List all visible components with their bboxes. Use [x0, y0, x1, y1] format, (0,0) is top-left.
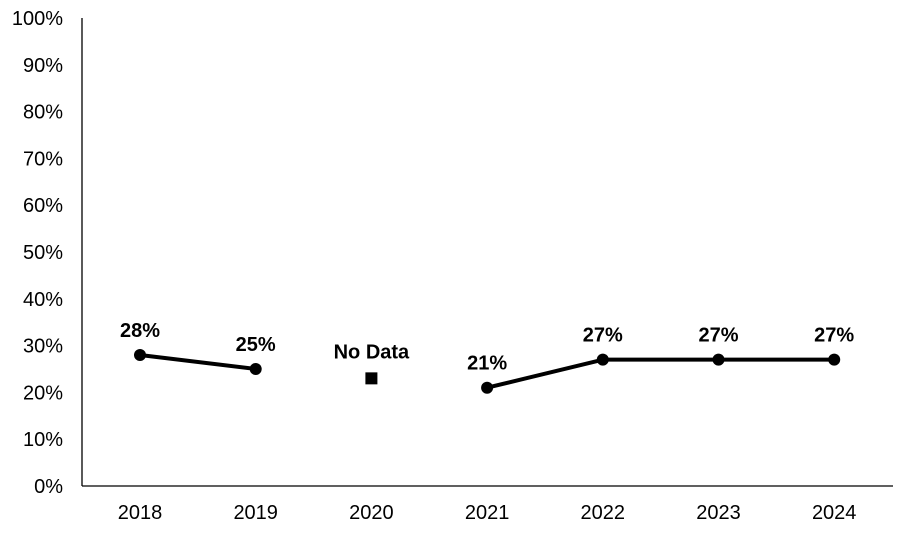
x-tick-label: 2024	[812, 502, 857, 524]
x-tick-label: 2023	[696, 502, 741, 524]
series-line	[485, 357, 837, 390]
y-tick-label: 100%	[12, 8, 63, 30]
y-tick-label: 10%	[23, 429, 63, 451]
y-tick-label: 70%	[23, 148, 63, 170]
x-tick-label: 2018	[118, 502, 163, 524]
data-label: 28%	[120, 320, 160, 342]
y-tick-label: 40%	[23, 289, 63, 311]
data-label: 27%	[814, 325, 854, 347]
y-tick-label: 80%	[23, 102, 63, 124]
series-lines	[138, 352, 837, 390]
data-point	[712, 353, 725, 366]
x-tick-label: 2021	[465, 502, 510, 524]
x-tick-label: 2022	[581, 502, 626, 524]
y-tick-label: 30%	[23, 336, 63, 358]
x-tick-label: 2019	[233, 502, 278, 524]
y-tick-label: 0%	[34, 476, 63, 498]
data-label: 21%	[467, 353, 507, 375]
series-line	[138, 352, 258, 371]
data-label: 27%	[698, 325, 738, 347]
data-points	[134, 348, 841, 394]
x-tick-label: 2020	[349, 502, 394, 524]
x-tick-labels: 2018 2019 2020 2021 2022 2023 2024	[118, 502, 857, 524]
data-label: 25%	[236, 334, 276, 356]
data-point	[828, 353, 841, 366]
no-data-annotation: No Data	[334, 341, 410, 385]
no-data-label: No Data	[334, 341, 410, 363]
y-tick-labels: 0% 10% 20% 30% 40% 50% 60% 70% 80% 90% 100%	[12, 8, 63, 498]
y-tick-label: 20%	[23, 382, 63, 404]
data-point	[596, 353, 609, 366]
data-labels: 28% 25% 21% 27% 27% 27%	[120, 320, 854, 375]
y-tick-label: 60%	[23, 195, 63, 217]
data-point	[481, 381, 494, 394]
data-point	[134, 348, 146, 361]
data-label: 27%	[583, 325, 623, 347]
data-point	[249, 363, 262, 375]
y-tick-label: 50%	[23, 242, 63, 264]
y-tick-label: 90%	[23, 55, 63, 77]
no-data-square-marker	[365, 372, 378, 385]
